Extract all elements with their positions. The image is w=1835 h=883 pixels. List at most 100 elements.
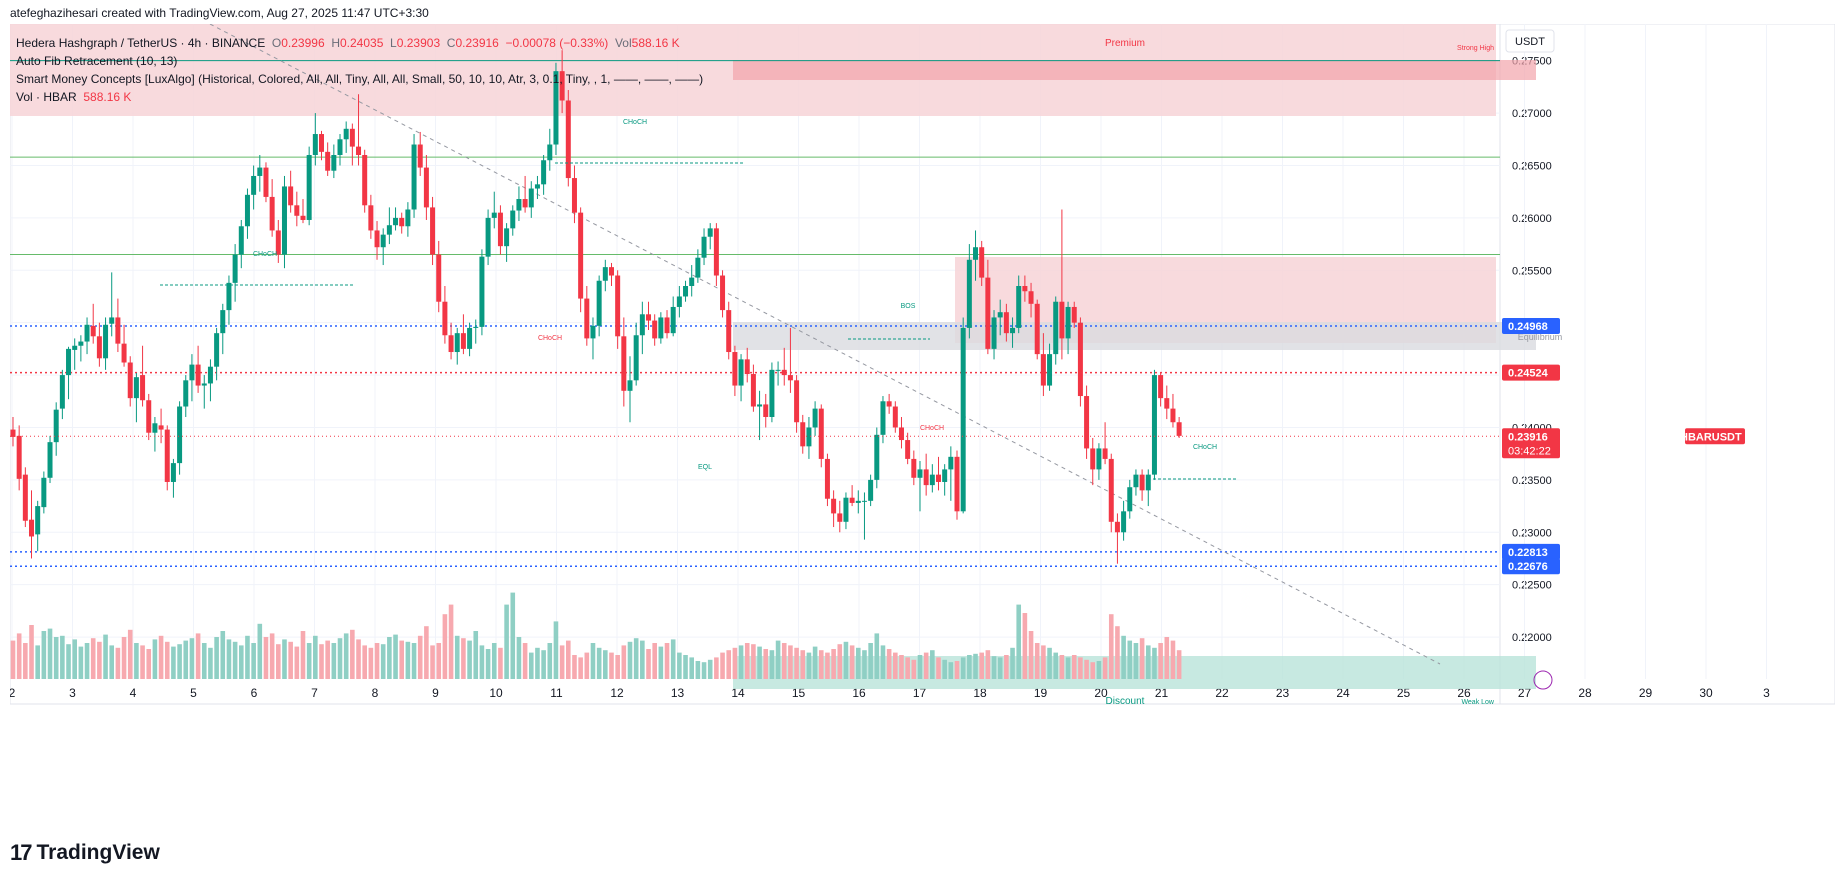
candle-body [831,498,837,514]
candle-body [1151,375,1157,475]
volume-bar [491,643,497,679]
current-price-label: 0.23916 [1508,431,1548,443]
y-tick-label: 0.26000 [1512,213,1552,225]
premium-ob [733,60,1536,80]
x-tick-label: 3 [69,686,76,700]
volume-bar [84,643,90,679]
volume-bar [701,662,707,679]
volume-bar [109,645,115,679]
x-tick-label: 6 [251,686,258,700]
level-tag [1502,318,1560,335]
x-tick-label: 30 [1699,686,1713,700]
y-tick-label: 0.22000 [1512,632,1552,644]
x-tick-label: 16 [852,686,866,700]
volume-bar [1028,631,1034,679]
volume-bar [1108,614,1114,679]
x-tick-label: 7 [311,686,318,700]
legend-vol-name: Vol · HBAR [16,90,77,104]
candle-body [238,226,244,255]
y-tick-label: 0.27000 [1512,108,1552,120]
candle-body [534,184,540,189]
legend-indicator-vol[interactable]: Vol · HBAR 588.16 K [16,88,703,106]
volume-bar [263,637,269,679]
candle-body [781,369,787,376]
candle-body [565,100,571,179]
price-axis [1499,24,1835,705]
candle-body [1114,521,1120,533]
volume-bar [47,628,53,679]
level-tag-label: 0.22813 [1508,547,1548,559]
currency-label: USDT [1515,36,1545,48]
candle-body [393,217,399,226]
volume-bar [405,641,411,679]
candle-body [707,228,713,237]
volume-bar [1102,657,1108,679]
candle-body [220,310,226,334]
volume-bar [1010,647,1015,679]
candle-body [362,155,368,206]
candle-body [1065,306,1071,339]
volume-bar [103,634,108,679]
candle-body [806,427,812,447]
volume-bar [862,650,867,679]
chart-area[interactable]: 0.275000.270000.265000.260000.255000.250… [10,24,1835,824]
candle-body [646,314,652,321]
volume-bar [78,646,84,679]
candle-body [281,186,287,255]
volume-bar [578,657,583,679]
volume-bar [177,644,182,679]
volume-bar [1152,647,1157,679]
candle-body [726,310,732,353]
volume-bar [121,637,127,679]
tradingview-logo[interactable]: 17 TradingView [10,840,160,866]
legend-indicator-smc[interactable]: Smart Money Concepts [LuxAlgo] (Historic… [16,72,704,86]
volume-bar [973,653,978,679]
structure-label: CHoCH [1193,444,1217,451]
volume-bar [689,657,694,679]
candle-body [1034,303,1040,355]
candle-body [547,144,553,161]
candle-body [1096,448,1102,470]
volume-bar [201,643,207,679]
volume-bar [781,643,787,679]
volume-bar [448,604,454,679]
volume-bar [140,645,145,679]
candle-body [868,479,874,501]
candle-body [127,362,133,399]
x-tick-label: 3 [1763,686,1770,700]
volume-bar [300,631,306,679]
volume-bar [794,647,799,679]
volume-bar [677,652,682,679]
x-tick-label: 19 [1034,686,1048,700]
candle-body [140,375,146,401]
candle-body [1003,312,1009,334]
legend-indicator-fib[interactable]: Auto Fib Retracement (10, 13) [16,54,178,68]
candle-body [744,359,750,375]
candle-body [917,469,923,478]
chart-svg[interactable]: 0.275000.270000.265000.260000.255000.250… [10,24,1835,824]
volume-bar [1041,645,1046,679]
symbol-tag [1685,428,1745,445]
volume-bar [72,639,77,679]
volume-bar [967,655,972,679]
candle-body [701,236,707,258]
candle-body [911,458,917,478]
candle-body [90,325,96,337]
candle-body [164,429,170,482]
volume-bar [245,635,250,679]
volume-bar [985,650,991,679]
volume-bar [171,646,176,679]
candle-body [1090,448,1096,470]
level-tag [1502,543,1560,560]
volume-bar [1047,647,1052,679]
volume-bar [627,641,633,679]
volume-bar [53,637,59,679]
candle-body [800,422,806,447]
candle-body [1145,474,1151,491]
candle-body [966,259,972,328]
candle-body [195,364,201,386]
candle-body [775,369,781,371]
candle-body [584,298,590,339]
volume-bar [498,647,503,679]
candle-body [1040,354,1046,386]
